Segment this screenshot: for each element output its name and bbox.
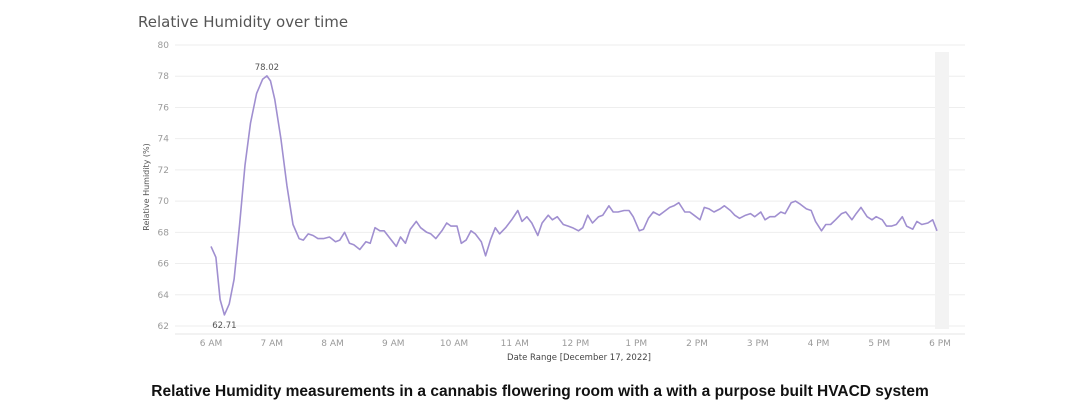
- y-axis-label: Relative Humidity (%): [142, 143, 151, 230]
- x-axis-label: Date Range [December 17, 2022]: [507, 353, 651, 363]
- x-tick-label: 1 PM: [625, 339, 647, 349]
- figure-caption: Relative Humidity measurements in a cann…: [151, 383, 929, 400]
- y-tick-label: 72: [158, 166, 169, 176]
- max-value-label: 78.02: [255, 63, 279, 73]
- x-tick-label: 9 AM: [382, 339, 405, 349]
- y-tick-label: 62: [158, 322, 169, 332]
- y-tick-label: 70: [158, 197, 170, 207]
- x-tick-label: 10 AM: [440, 339, 468, 349]
- x-tick-label: 2 PM: [686, 339, 708, 349]
- y-tick-label: 66: [158, 260, 170, 270]
- y-tick-label: 64: [158, 291, 170, 301]
- gridlines: [175, 44, 965, 335]
- y-tick-label: 78: [158, 72, 170, 82]
- x-tick-label: 7 AM: [260, 339, 283, 349]
- x-tick-label: 6 AM: [200, 339, 223, 349]
- x-tick-label: 12 PM: [562, 339, 590, 349]
- y-axis-ticks: 62 64 66 68 70 72 74 76 78 80: [158, 41, 170, 332]
- min-value-label: 62.71: [212, 321, 236, 331]
- y-tick-label: 80: [158, 41, 170, 51]
- x-tick-label: 11 AM: [501, 339, 529, 349]
- x-tick-label: 5 PM: [868, 339, 890, 349]
- chart-title: Relative Humidity over time: [138, 13, 349, 31]
- x-tick-label: 4 PM: [808, 339, 830, 349]
- x-tick-label: 8 AM: [321, 339, 344, 349]
- y-tick-label: 68: [158, 228, 170, 238]
- y-tick-label: 76: [158, 103, 170, 113]
- x-tick-label: 3 PM: [747, 339, 769, 349]
- hover-highlight-band: [935, 52, 949, 329]
- data-annotations: 78.02 62.71: [212, 63, 279, 331]
- x-tick-label: 6 PM: [929, 339, 951, 349]
- humidity-line[interactable]: [210, 75, 938, 316]
- x-axis-ticks: 6 AM 7 AM 8 AM 9 AM 10 AM 11 AM 12 PM 1 PM 2 PM 3…: [200, 339, 951, 349]
- y-tick-label: 74: [158, 135, 170, 145]
